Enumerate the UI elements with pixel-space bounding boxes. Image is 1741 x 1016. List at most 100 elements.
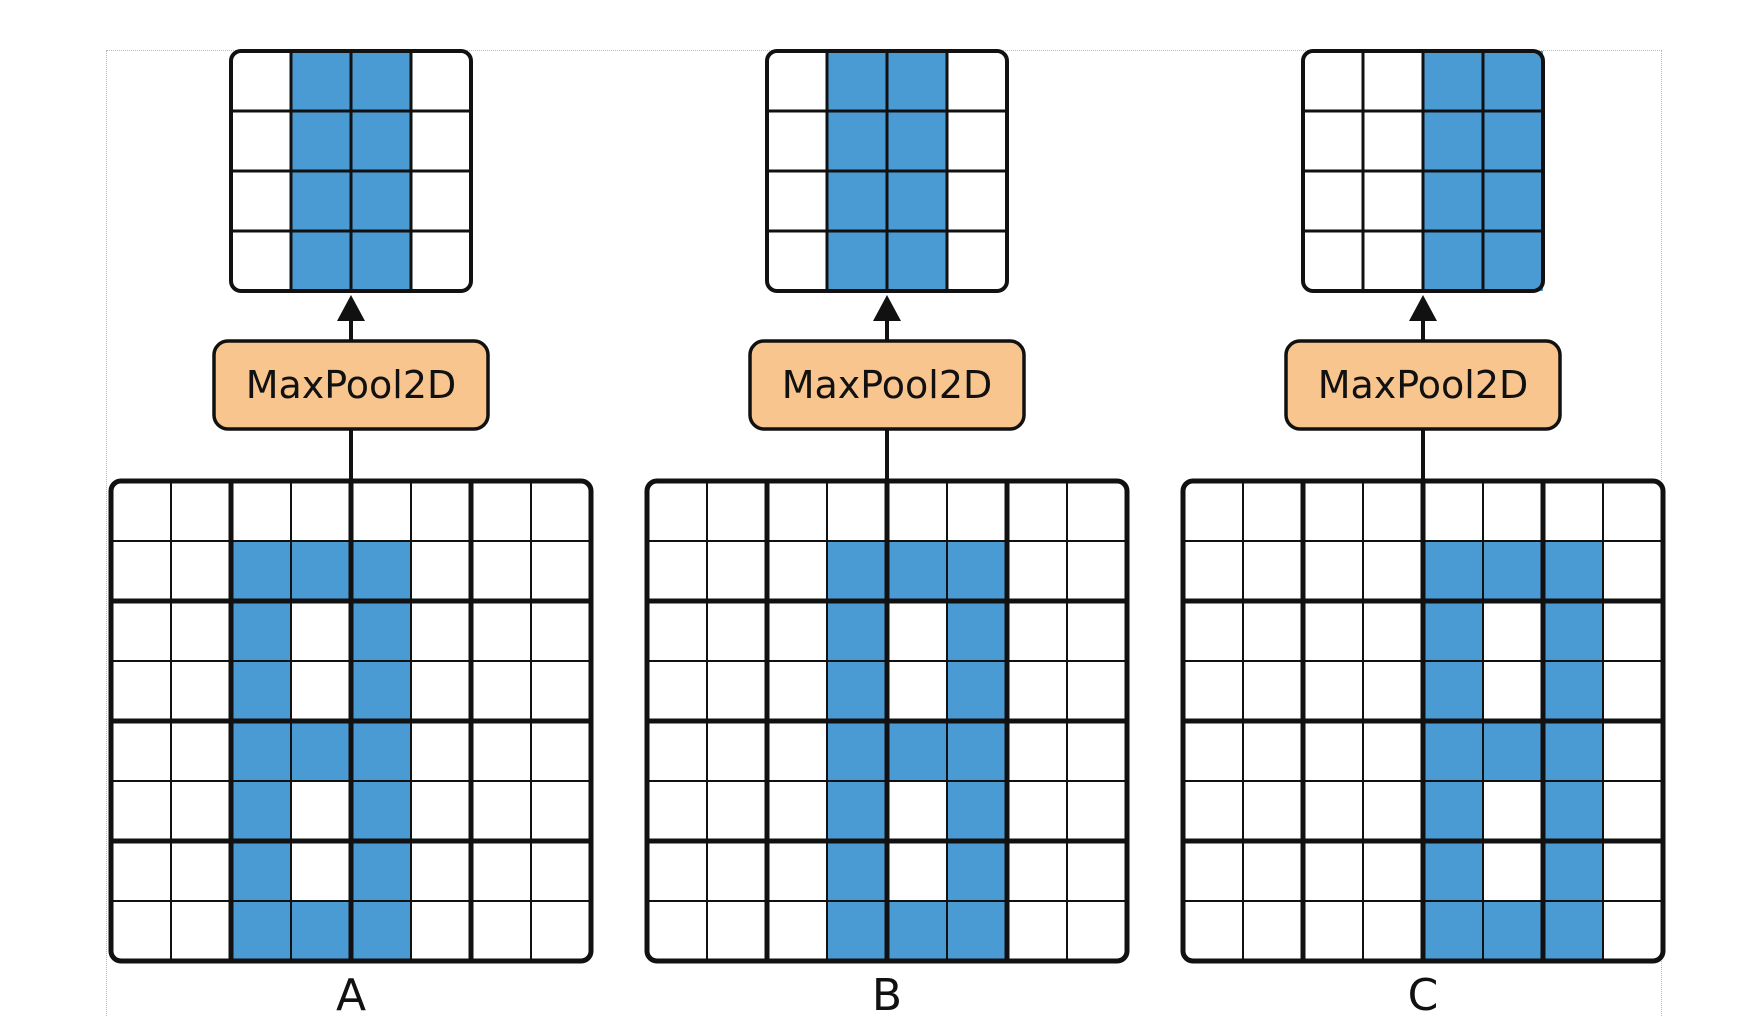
output-cell-filled	[827, 111, 887, 171]
input-cell	[111, 601, 171, 661]
output-grid	[765, 49, 1009, 293]
input-cell	[471, 661, 531, 721]
input-cell	[887, 661, 947, 721]
input-cell	[1243, 721, 1303, 781]
input-cell	[1363, 601, 1423, 661]
input-cell	[1483, 601, 1543, 661]
input-cell-filled	[1423, 541, 1483, 601]
input-cell	[111, 541, 171, 601]
input-cell-filled	[1423, 901, 1483, 961]
output-cell-filled	[1423, 111, 1483, 171]
input-cell	[1007, 721, 1067, 781]
input-cell-filled	[827, 661, 887, 721]
input-cell	[1007, 481, 1067, 541]
input-cell	[1183, 721, 1243, 781]
input-cell	[1067, 661, 1127, 721]
input-cell	[291, 661, 351, 721]
input-cell-filled	[291, 901, 351, 961]
input-cell	[1067, 601, 1127, 661]
output-cell	[1363, 51, 1423, 111]
input-cell-filled	[351, 541, 411, 601]
input-cell	[411, 601, 471, 661]
output-cell	[1303, 171, 1363, 231]
input-cell	[1067, 841, 1127, 901]
input-cell	[351, 481, 411, 541]
output-cell	[1363, 111, 1423, 171]
output-cell	[411, 111, 471, 171]
input-cell	[647, 901, 707, 961]
input-cell	[1603, 781, 1663, 841]
panel-label: C	[1408, 970, 1439, 1016]
input-cell	[531, 541, 591, 601]
output-cell-filled	[351, 111, 411, 171]
output-cell	[947, 111, 1007, 171]
input-cell	[1183, 781, 1243, 841]
panel-c: MaxPool2D C	[1180, 49, 1666, 1016]
input-cell	[1363, 781, 1423, 841]
input-cell	[111, 661, 171, 721]
input-cell	[1243, 541, 1303, 601]
output-cell	[1363, 231, 1423, 291]
input-cell-filled	[1543, 541, 1603, 601]
input-cell	[531, 721, 591, 781]
output-cell	[1303, 51, 1363, 111]
input-cell	[291, 841, 351, 901]
input-cell	[171, 841, 231, 901]
input-cell-filled	[827, 541, 887, 601]
output-cell-filled	[1483, 51, 1543, 111]
input-cell	[291, 481, 351, 541]
output-cell	[231, 231, 291, 291]
input-cell	[1067, 541, 1127, 601]
input-cell	[411, 901, 471, 961]
input-cell-filled	[351, 841, 411, 901]
input-cell	[767, 721, 827, 781]
output-cell	[411, 231, 471, 291]
input-cell	[887, 781, 947, 841]
output-cell-filled	[291, 231, 351, 291]
input-cell	[1423, 481, 1483, 541]
input-cell	[531, 841, 591, 901]
input-cell	[1243, 661, 1303, 721]
input-cell-filled	[1483, 901, 1543, 961]
input-cell	[1363, 541, 1423, 601]
input-cell-filled	[947, 841, 1007, 901]
input-cell	[647, 841, 707, 901]
output-cell	[947, 231, 1007, 291]
maxpool-label: MaxPool2D	[1318, 363, 1529, 407]
input-cell	[411, 781, 471, 841]
input-cell	[1303, 541, 1363, 601]
input-cell-filled	[351, 721, 411, 781]
input-cell	[1243, 841, 1303, 901]
input-grid	[108, 478, 594, 964]
input-cell	[1067, 901, 1127, 961]
input-cell	[411, 841, 471, 901]
input-cell-filled	[827, 721, 887, 781]
input-cell-filled	[1543, 901, 1603, 961]
input-cell-filled	[1483, 541, 1543, 601]
input-cell-filled	[231, 721, 291, 781]
output-cell-filled	[351, 51, 411, 111]
output-grid-border	[765, 49, 1009, 293]
input-cell-filled	[231, 841, 291, 901]
input-cell-filled	[351, 901, 411, 961]
input-cell	[1363, 901, 1423, 961]
input-cell	[291, 601, 351, 661]
input-cell-filled	[351, 601, 411, 661]
input-cell-filled	[827, 841, 887, 901]
output-grid-border	[229, 49, 473, 293]
output-cell	[767, 51, 827, 111]
input-cell-filled	[947, 661, 1007, 721]
input-cell	[231, 481, 291, 541]
input-cell	[1603, 481, 1663, 541]
input-cell	[707, 901, 767, 961]
input-cell	[707, 481, 767, 541]
output-cell	[411, 171, 471, 231]
input-cell	[1303, 481, 1363, 541]
arrow-head-icon	[873, 295, 901, 321]
input-cell	[171, 721, 231, 781]
output-grid	[1301, 49, 1545, 293]
input-cell	[531, 601, 591, 661]
output-grid-border	[1301, 49, 1545, 293]
output-cell	[411, 51, 471, 111]
input-cell	[111, 781, 171, 841]
